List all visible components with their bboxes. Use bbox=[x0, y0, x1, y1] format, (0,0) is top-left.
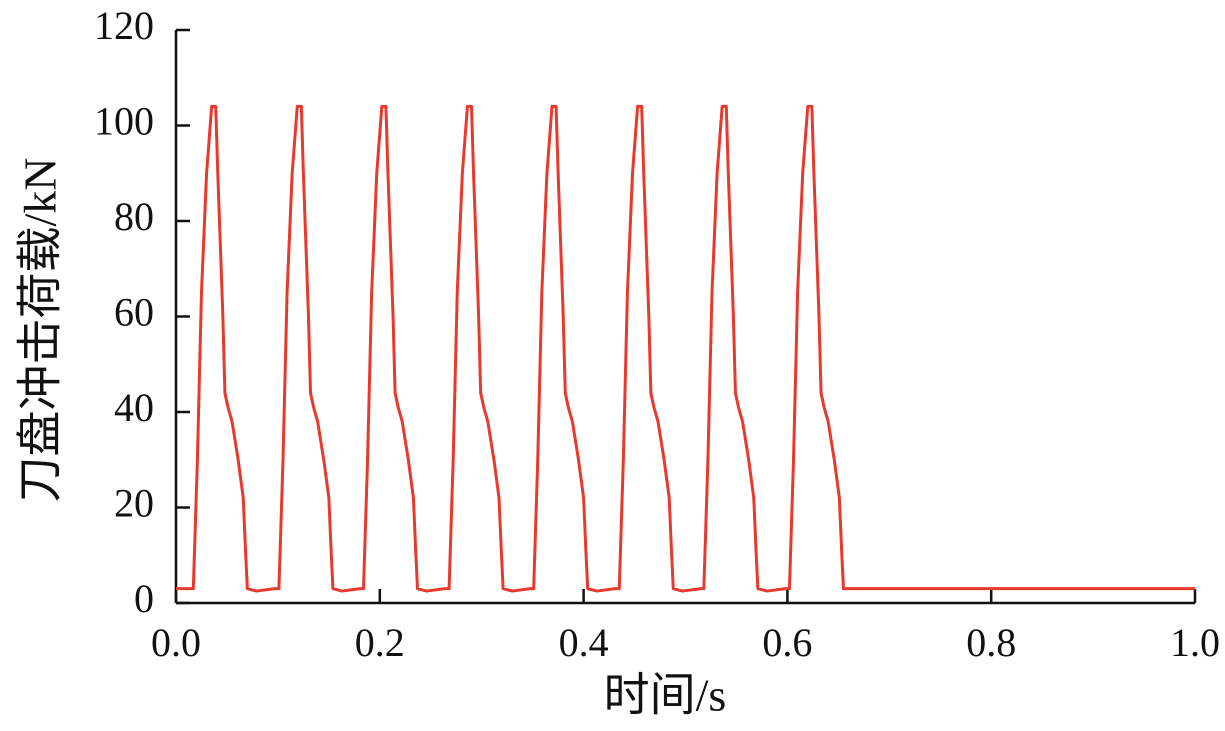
y-tick-label: 60 bbox=[114, 290, 154, 335]
y-tick-label: 120 bbox=[94, 3, 154, 48]
y-axis-label: 刀盘冲击荷载/kN bbox=[15, 158, 66, 503]
x-tick-label: 0.0 bbox=[151, 620, 201, 665]
data-line bbox=[176, 104, 1195, 593]
y-tick-label: 0 bbox=[134, 576, 154, 621]
y-tick-label: 80 bbox=[114, 194, 154, 239]
x-tick-label: 1.0 bbox=[1170, 620, 1220, 665]
y-tick-label: 40 bbox=[114, 385, 154, 430]
y-tick-label: 20 bbox=[114, 481, 154, 526]
x-tick-label: 0.2 bbox=[355, 620, 405, 665]
x-tick-label: 0.8 bbox=[966, 620, 1016, 665]
x-axis-label: 时间/s bbox=[604, 670, 727, 721]
x-tick-label: 0.4 bbox=[559, 620, 609, 665]
x-tick-label: 0.6 bbox=[762, 620, 812, 665]
y-tick-label: 100 bbox=[94, 99, 154, 144]
